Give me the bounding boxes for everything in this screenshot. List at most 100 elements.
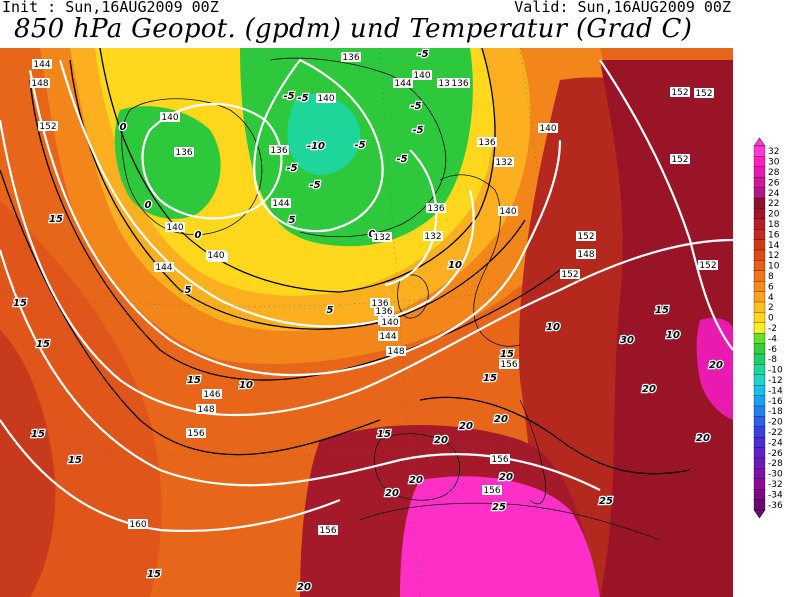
geopotential-label: 136 <box>341 52 361 63</box>
legend-swatch <box>753 281 766 293</box>
svg-text:144: 144 <box>155 263 172 273</box>
legend-swatch <box>753 426 766 438</box>
isohypse-136 <box>253 58 384 233</box>
svg-text:136: 136 <box>175 148 192 158</box>
svg-text:-5: -5 <box>297 93 308 104</box>
legend-swatch <box>753 177 766 189</box>
svg-text:144: 144 <box>33 60 50 70</box>
temperature-label: -5 <box>411 124 425 138</box>
temperature-label: 0 <box>118 121 128 135</box>
legend-label: 0 <box>768 314 774 324</box>
geopotential-label: 148 <box>30 78 50 89</box>
temperature-label: 10 <box>238 379 254 393</box>
geopotential-label: 148 <box>196 404 216 415</box>
svg-text:0: 0 <box>195 230 202 241</box>
legend-label: -34 <box>768 490 783 500</box>
valid-time: Valid: Sun,16AUG2009 00Z <box>514 0 731 16</box>
svg-text:132: 132 <box>424 232 441 242</box>
geopotential-label: 136 <box>437 78 457 89</box>
isotherm-5 <box>69 59 526 330</box>
temperature-label: 15 <box>67 454 83 468</box>
svg-text:144: 144 <box>394 79 411 89</box>
svg-text:20: 20 <box>459 421 473 432</box>
svg-text:136: 136 <box>270 146 287 156</box>
svg-text:136: 136 <box>427 204 444 214</box>
legend-swatch <box>753 166 766 178</box>
temperature-label: 20 <box>296 581 312 595</box>
svg-text:-5: -5 <box>417 49 428 60</box>
geopotential-label: 152 <box>38 121 58 132</box>
svg-text:20: 20 <box>409 475 423 486</box>
svg-text:140: 140 <box>161 113 178 123</box>
legend-swatch <box>753 187 766 199</box>
temperature-label: 0 <box>193 229 203 243</box>
svg-text:15: 15 <box>36 339 50 350</box>
legend-swatch <box>753 260 766 272</box>
svg-text:-5: -5 <box>286 163 297 174</box>
svg-text:148: 148 <box>197 405 214 415</box>
legend-swatch <box>753 489 766 501</box>
legend-label: -10 <box>768 366 783 376</box>
temperature-label: -5 <box>409 100 423 114</box>
temperature-label: -5 <box>416 48 430 61</box>
temperature-label: 20 <box>433 434 449 448</box>
legend-swatch <box>753 322 766 334</box>
geopotential-label: 140 <box>498 206 518 217</box>
legend-label: -30 <box>768 470 783 480</box>
legend-label: -32 <box>768 480 783 490</box>
temperature-label: 25 <box>491 501 507 515</box>
svg-text:15: 15 <box>500 349 514 360</box>
svg-text:136: 136 <box>342 53 359 63</box>
legend-swatch <box>753 333 766 345</box>
geopotential-label: 144 <box>393 78 413 89</box>
svg-text:140: 140 <box>499 207 516 217</box>
geopotential-label: 140 <box>412 70 432 81</box>
legend-swatch <box>753 457 766 469</box>
geopotential-label: 132 <box>494 157 514 168</box>
legend-label: -14 <box>768 386 783 396</box>
geopotential-label: 132 <box>423 231 443 242</box>
temperature-label: 15 <box>12 297 28 311</box>
geopotential-label: 148 <box>576 249 596 260</box>
geopotential-label: 144 <box>154 262 174 273</box>
temperature-label: 15 <box>482 372 498 386</box>
temperature-label: 20 <box>408 474 424 488</box>
legend-label: 28 <box>768 168 780 178</box>
temperature-label: 15 <box>186 374 202 388</box>
svg-text:152: 152 <box>39 122 56 132</box>
geopotential-label: 136 <box>374 306 394 317</box>
legend-swatch <box>753 364 766 376</box>
geopotential-labels: 1441481521401361401361441401441401361401… <box>30 52 718 536</box>
geopotential-label: 160 <box>128 519 148 530</box>
legend-swatch <box>753 156 766 168</box>
geopotential-label: 140 <box>316 93 336 104</box>
svg-text:5: 5 <box>327 305 334 316</box>
temperature-label: -5 <box>282 90 296 104</box>
temp-zone-cold-core <box>287 94 361 175</box>
svg-text:136: 136 <box>438 79 455 89</box>
svg-text:25: 25 <box>599 496 613 507</box>
isohypse-152 <box>0 119 733 416</box>
svg-text:15: 15 <box>31 429 45 440</box>
legend-arrow-top <box>753 137 766 147</box>
svg-text:-10: -10 <box>307 141 325 152</box>
svg-text:156: 156 <box>187 429 204 439</box>
temperature-label: 15 <box>30 428 46 442</box>
temperature-label: 5 <box>287 214 297 228</box>
geopotential-label: 156 <box>490 454 510 465</box>
temperature-label: -5 <box>308 179 322 193</box>
temperature-label: -5 <box>395 153 409 167</box>
legend-swatch <box>753 405 766 417</box>
svg-text:15: 15 <box>13 298 27 309</box>
svg-text:20: 20 <box>642 384 656 395</box>
temp-zone-18-west <box>0 330 56 597</box>
svg-text:10: 10 <box>448 260 462 271</box>
temperature-label: 10 <box>665 329 681 343</box>
legend-label: -22 <box>768 428 783 438</box>
svg-text:156: 156 <box>319 526 336 536</box>
temp-zone-26-east <box>696 318 733 420</box>
geopotential-label: 140 <box>160 112 180 123</box>
svg-text:10: 10 <box>546 322 560 333</box>
legend-label: -36 <box>768 501 783 511</box>
svg-text:146: 146 <box>203 390 220 400</box>
